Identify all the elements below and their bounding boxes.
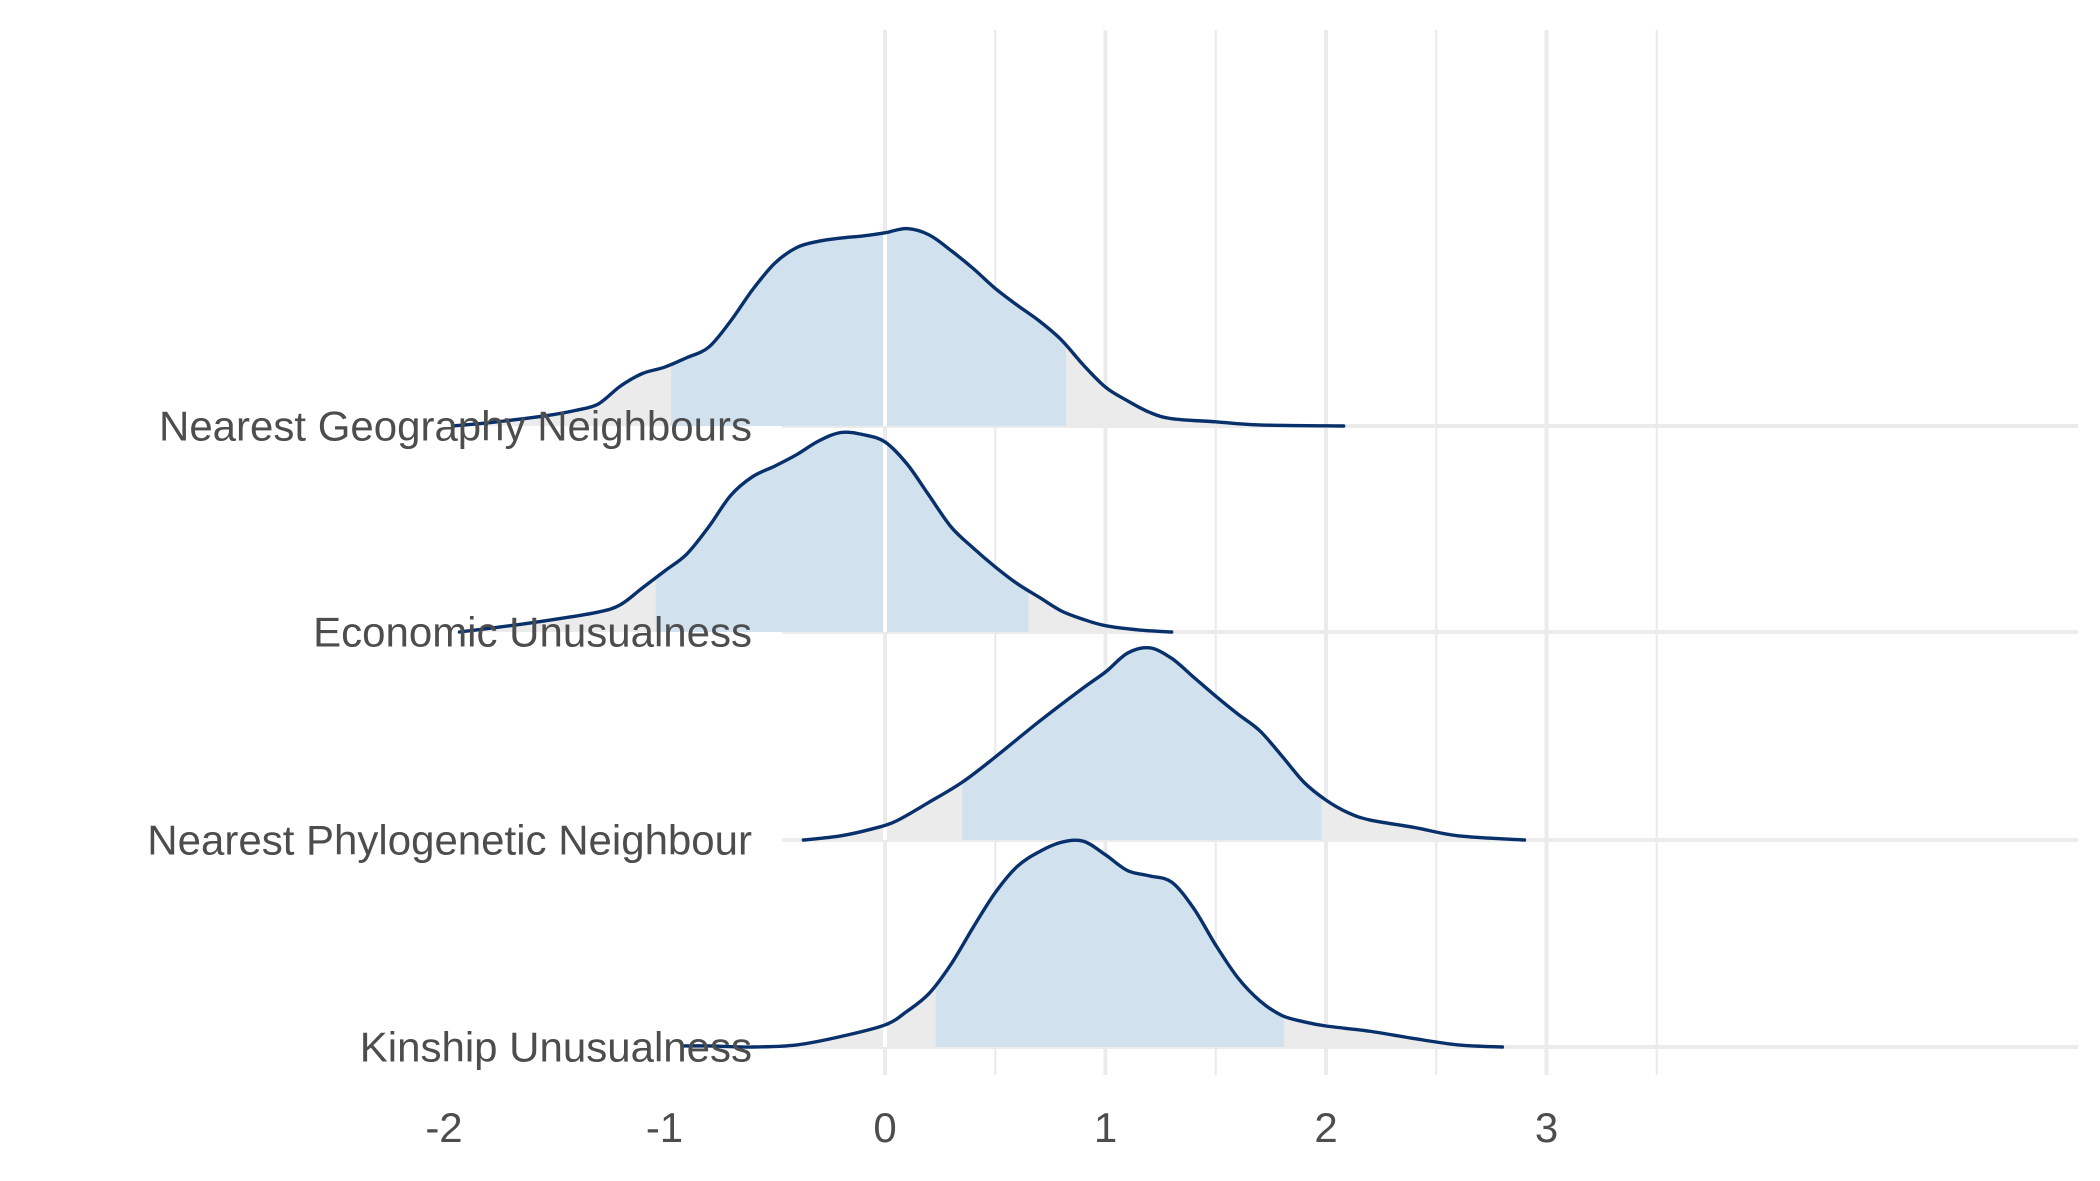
y-tick-label: Nearest Geography Neighbours [159,403,752,450]
density-line [801,645,1527,842]
x-tick-label: -1 [646,1104,683,1151]
x-tick-label: 2 [1314,1104,1337,1151]
category-labels: Nearest Geography Neighbours Economic Unu… [147,403,752,1071]
ridges [451,226,1527,1049]
y-tick-label: Nearest Phylogenetic Neighbour [147,817,752,864]
y-tick-label: Kinship Unusualness [360,1024,752,1071]
interval-area [935,840,1285,1047]
x-tick-label: 3 [1535,1104,1558,1151]
x-axis-tick-labels: -2 -1 0 1 2 3 [425,1104,1558,1151]
x-tick-label: -2 [425,1104,462,1151]
ridge-0 [451,226,1346,428]
density-line [457,430,1174,634]
density-line [680,838,1505,1049]
y-tick-label: Economic Unusualness [313,609,752,656]
x-tick-label: 1 [1094,1104,1117,1151]
x-tick-label: 0 [873,1104,896,1151]
interval-area [671,228,1066,426]
density-line [451,226,1346,428]
